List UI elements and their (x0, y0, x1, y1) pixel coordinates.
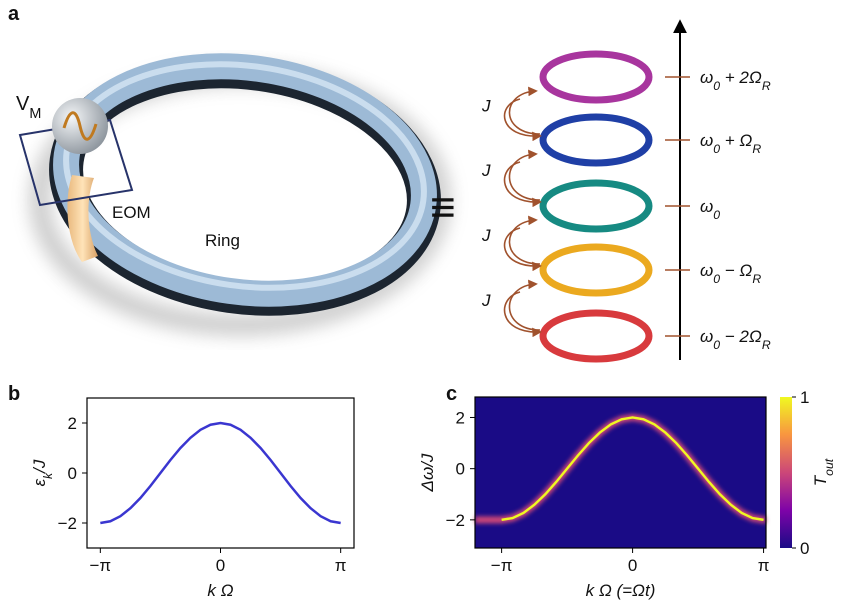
text-part: ω (700, 327, 713, 346)
text-part: k Ω (=Ωt) (586, 581, 656, 600)
text-part: − 2Ω (720, 327, 762, 346)
y-axis-label: εk/J (30, 459, 55, 486)
panel-label: b (8, 383, 20, 405)
resonator (539, 179, 653, 233)
panel-label: c (446, 383, 457, 405)
level-label: ω0 − ΩR (700, 261, 761, 286)
colorbar-label: Tout (811, 458, 836, 486)
subscript: 0 (713, 272, 720, 286)
level-label: ω0 + 2ΩR (700, 68, 771, 93)
text-part: ω (700, 68, 713, 87)
x-tick-label: 0 (628, 556, 637, 575)
colorbar-tick-label: 1 (800, 388, 809, 407)
subscript: R (762, 338, 771, 352)
y-tick-label: −2 (58, 514, 77, 533)
y-tick-label: 0 (68, 464, 77, 483)
text-part: k Ω (207, 581, 233, 600)
subscript: k (41, 472, 55, 479)
text-part: ω (700, 131, 713, 150)
coupling-arrow (503, 227, 542, 272)
x-axis-label: k Ω (207, 581, 233, 600)
coupling-arrow (508, 279, 541, 331)
text-part: + Ω (720, 131, 752, 150)
coupling-arrow (503, 98, 542, 142)
level-label: ω0 − 2ΩR (700, 327, 771, 352)
ring-label: Ring (205, 231, 240, 250)
text-part: V (16, 93, 30, 115)
x-tick-label: π (758, 556, 770, 575)
y-tick-label: 2 (456, 408, 465, 427)
colorbar-tick-label: 0 (800, 539, 809, 558)
coupling-label: J (481, 291, 491, 310)
panel-label: a (8, 3, 20, 25)
text-part: − Ω (720, 261, 752, 280)
subscript: R (762, 79, 771, 93)
equivalence-sign: ≡ (430, 183, 456, 232)
text-part: + 2Ω (720, 68, 762, 87)
plot-frame (86, 397, 355, 549)
subscript: R (752, 142, 761, 156)
subscript: 0 (713, 79, 720, 93)
coupling-arrow (508, 215, 541, 265)
curve (100, 421, 341, 525)
colorbar (780, 397, 792, 548)
plot-frame (474, 396, 767, 549)
text-part: /J (30, 459, 49, 474)
coupling-arrow (503, 161, 542, 208)
resonator (539, 50, 653, 104)
vm-label: VM (16, 93, 41, 122)
ring-illustration (18, 53, 450, 335)
coupling-label: J (481, 161, 491, 180)
subscript: 0 (713, 338, 720, 352)
coupling-arrow (508, 149, 541, 201)
y-tick-label: 2 (68, 414, 77, 433)
level-label: ω0 (700, 197, 720, 222)
x-tick-label: 0 (216, 556, 225, 575)
level-label: ω0 + ΩR (700, 131, 761, 156)
text-part: ε (30, 478, 49, 486)
y-tick-label: 0 (456, 460, 465, 479)
x-tick-label: π (335, 556, 347, 575)
resonator (539, 309, 653, 363)
x-tick-label: −π (89, 556, 111, 575)
coupling-label: J (481, 97, 491, 116)
subscript: R (752, 272, 761, 286)
ridge (501, 416, 764, 522)
eom-label: EOM (112, 203, 151, 222)
text-part: ω (700, 197, 713, 216)
resonator (539, 243, 653, 297)
text-part: T (811, 474, 830, 486)
x-axis-label: k Ω (=Ωt) (586, 581, 656, 600)
text-part: Δω/J (418, 453, 437, 492)
subscript: 0 (713, 208, 720, 222)
resonator (539, 113, 653, 167)
subscript: M (29, 106, 41, 122)
y-tick-label: −2 (446, 511, 465, 530)
y-axis-label: Δω/J (418, 453, 437, 492)
coupling-arrow (503, 291, 542, 338)
coupling-label: J (481, 226, 491, 245)
subscript: out (822, 458, 836, 476)
subscript: 0 (713, 142, 720, 156)
text-part: ω (700, 261, 713, 280)
coupling-arrow (508, 86, 541, 135)
x-tick-label: −π (491, 556, 513, 575)
